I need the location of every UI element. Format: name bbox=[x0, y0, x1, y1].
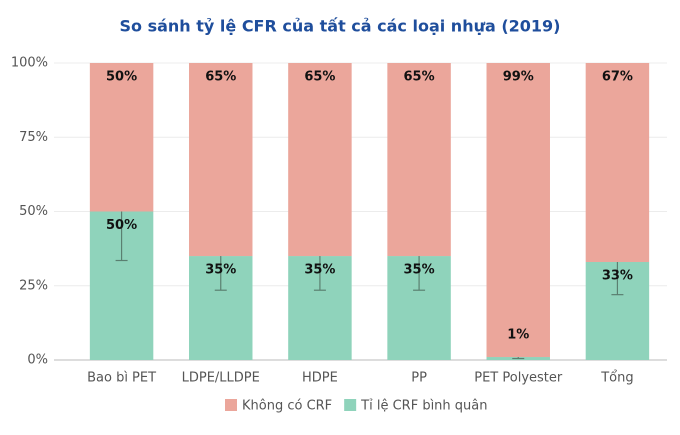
x-tick-label: PP bbox=[411, 371, 427, 386]
x-tick-label: PET Polyester bbox=[474, 371, 563, 386]
value-label: 35% bbox=[205, 263, 236, 278]
y-tick-label: 100% bbox=[11, 56, 48, 71]
value-label: 35% bbox=[404, 263, 435, 278]
legend-label: Không có CRF bbox=[242, 399, 332, 414]
value-label: 99% bbox=[503, 70, 534, 85]
bar-segment bbox=[486, 63, 550, 358]
bar-segment bbox=[89, 63, 154, 212]
y-tick-label: 25% bbox=[19, 278, 48, 293]
x-tick-label: HDPE bbox=[302, 371, 338, 386]
value-label: 1% bbox=[507, 328, 529, 343]
bar-segment bbox=[189, 63, 253, 257]
bar-segment bbox=[585, 63, 650, 262]
bar-segment bbox=[288, 63, 352, 257]
x-tick-label: Bao bì PET bbox=[87, 371, 156, 386]
legend-swatch bbox=[225, 399, 237, 411]
value-label: 50% bbox=[106, 218, 137, 233]
bar-segment bbox=[387, 63, 451, 257]
value-label: 67% bbox=[602, 70, 633, 85]
value-label: 35% bbox=[304, 263, 335, 278]
value-label: 65% bbox=[304, 70, 335, 85]
legend-swatch bbox=[344, 399, 357, 411]
chart-title: So sánh tỷ lệ CFR của tất cả các loại nh… bbox=[120, 17, 561, 36]
value-label: 65% bbox=[404, 70, 435, 85]
y-tick-label: 0% bbox=[27, 353, 48, 368]
legend-label: Tỉ lệ CRF bình quân bbox=[360, 399, 487, 414]
x-tick-label: Tổng bbox=[600, 371, 633, 386]
y-tick-label: 50% bbox=[19, 204, 48, 219]
value-label: 65% bbox=[205, 70, 236, 85]
x-tick-label: LDPE/LLDPE bbox=[182, 371, 260, 386]
value-label: 33% bbox=[602, 268, 633, 283]
y-tick-label: 75% bbox=[19, 130, 48, 145]
value-label: 50% bbox=[106, 70, 137, 85]
